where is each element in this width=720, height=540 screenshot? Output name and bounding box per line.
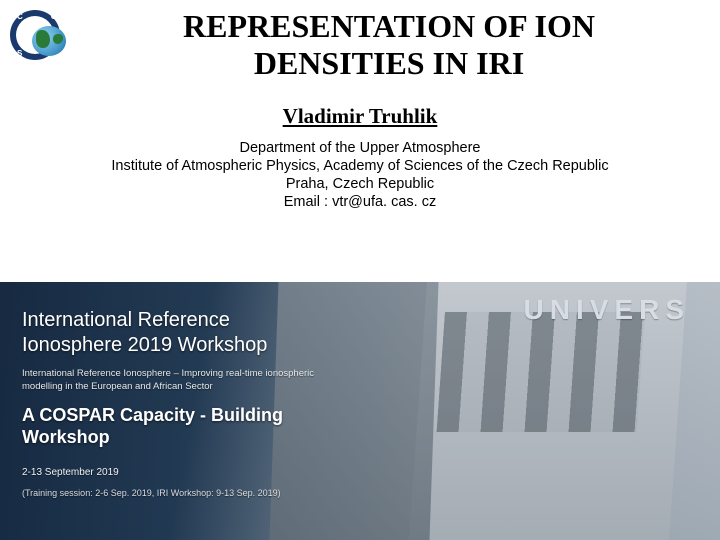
author-name: Vladimir Truhlik: [0, 104, 720, 129]
cospar-line: Workshop: [22, 427, 110, 447]
building-sign: UNIVERS: [524, 294, 690, 326]
header-row: C O S P REPRESENTATION OF ION DENSITIES …: [0, 0, 720, 82]
affiliation-line: Institute of Atmospheric Physics, Academ…: [10, 157, 710, 175]
workshop-subtitle: International Reference Ionosphere – Imp…: [22, 368, 314, 394]
cospar-workshop-title: A COSPAR Capacity - Building Workshop: [22, 404, 314, 449]
title-line1: REPRESENTATION OF ION: [183, 8, 595, 44]
workshop-title-line: International Reference: [22, 309, 230, 331]
affiliation-line: Praha, Czech Republic: [10, 175, 710, 193]
affiliation-line: Email : vtr@ufa. cas. cz: [10, 193, 710, 211]
logo-letter: S: [17, 49, 23, 58]
workshop-subtitle-line: International Reference Ionosphere – Imp…: [22, 368, 314, 379]
workshop-banner: UNIVERS International Reference Ionosphe…: [0, 282, 720, 540]
workshop-subtitle-line: modelling in the European and African Se…: [22, 381, 213, 392]
training-session-note: (Training session: 2-6 Sep. 2019, IRI Wo…: [22, 488, 314, 498]
title-block: REPRESENTATION OF ION DENSITIES IN IRI: [68, 8, 710, 82]
banner-text-block: International Reference Ionosphere 2019 …: [22, 308, 314, 498]
logo-letter: C: [17, 12, 24, 21]
title-line2: DENSITIES IN IRI: [254, 45, 524, 81]
logo-letter: O: [51, 12, 58, 21]
globe-icon: [32, 26, 66, 56]
workshop-title-line: Ionosphere 2019 Workshop: [22, 334, 267, 356]
cospar-line: A COSPAR Capacity - Building: [22, 405, 283, 425]
affiliation-line: Department of the Upper Atmosphere: [10, 139, 710, 157]
presentation-title: REPRESENTATION OF ION DENSITIES IN IRI: [88, 8, 690, 82]
cospar-logo: C O S P: [10, 10, 68, 62]
workshop-dates: 2-13 September 2019: [22, 467, 314, 478]
affiliation-block: Department of the Upper Atmosphere Insti…: [0, 139, 720, 212]
workshop-title: International Reference Ionosphere 2019 …: [22, 308, 314, 358]
